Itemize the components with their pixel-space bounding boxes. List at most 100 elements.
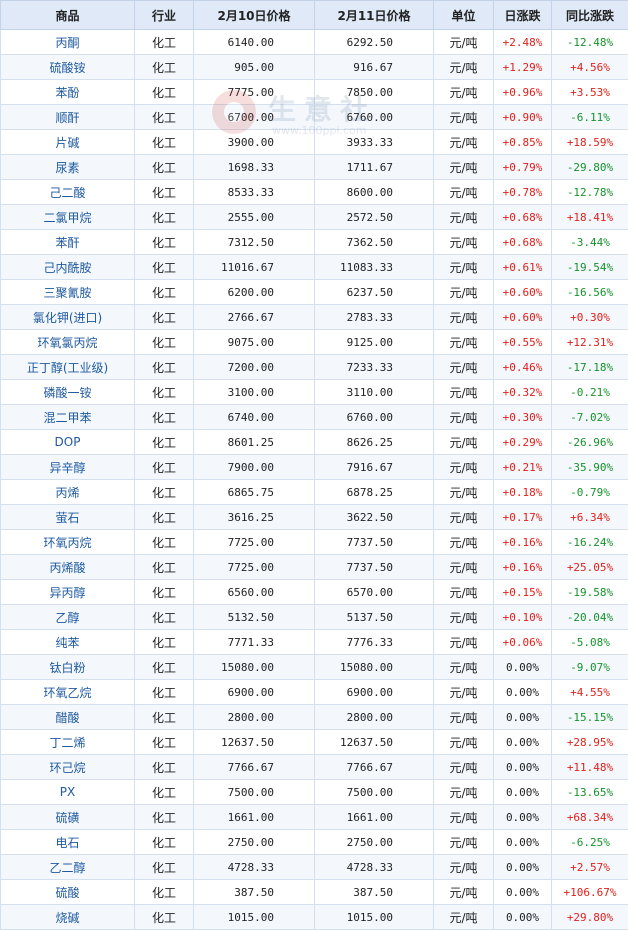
daily-change-cell: +0.18% bbox=[493, 479, 552, 505]
table-row: 苯酐 化工 7312.50 7362.50 元/吨 +0.68% -3.44% bbox=[0, 229, 628, 255]
industry-cell: 化工 bbox=[134, 879, 194, 905]
table-row: 丁二烯 化工 12637.50 12637.50 元/吨 0.00% +28.95% bbox=[0, 729, 628, 755]
unit-cell: 元/吨 bbox=[433, 554, 494, 580]
commodity-link[interactable]: 正丁醇(工业级) bbox=[0, 354, 135, 380]
unit-cell: 元/吨 bbox=[433, 454, 494, 480]
price-feb10-cell: 7200.00 bbox=[193, 354, 315, 380]
unit-cell: 元/吨 bbox=[433, 629, 494, 655]
unit-cell: 元/吨 bbox=[433, 79, 494, 105]
commodity-link[interactable]: 环氧氯丙烷 bbox=[0, 329, 135, 355]
price-feb10-cell: 1015.00 bbox=[193, 904, 315, 930]
commodity-link[interactable]: 三聚氰胺 bbox=[0, 279, 135, 305]
yoy-change-cell: -3.44% bbox=[551, 229, 628, 255]
yoy-change-cell: +11.48% bbox=[551, 754, 628, 780]
industry-cell: 化工 bbox=[134, 154, 194, 180]
daily-change-cell: +0.32% bbox=[493, 379, 552, 405]
commodity-link[interactable]: 钛白粉 bbox=[0, 654, 135, 680]
price-feb10-cell: 6140.00 bbox=[193, 29, 315, 55]
yoy-change-cell: +106.67% bbox=[551, 879, 628, 905]
commodity-link[interactable]: 氯化钾(进口) bbox=[0, 304, 135, 330]
yoy-change-cell: -26.96% bbox=[551, 429, 628, 455]
table-row: 乙醇 化工 5132.50 5137.50 元/吨 +0.10% -20.04% bbox=[0, 604, 628, 630]
unit-cell: 元/吨 bbox=[433, 229, 494, 255]
price-feb11-cell: 15080.00 bbox=[314, 654, 434, 680]
table-row: 萤石 化工 3616.25 3622.50 元/吨 +0.17% +6.34% bbox=[0, 504, 628, 530]
unit-cell: 元/吨 bbox=[433, 404, 494, 430]
commodity-link[interactable]: 萤石 bbox=[0, 504, 135, 530]
commodity-link[interactable]: 硫酸 bbox=[0, 879, 135, 905]
yoy-change-cell: -16.24% bbox=[551, 529, 628, 555]
commodity-link[interactable]: 环己烷 bbox=[0, 754, 135, 780]
commodity-link[interactable]: 丙烯 bbox=[0, 479, 135, 505]
price-feb11-cell: 7776.33 bbox=[314, 629, 434, 655]
commodity-link[interactable]: 磷酸一铵 bbox=[0, 379, 135, 405]
price-feb10-cell: 6700.00 bbox=[193, 104, 315, 130]
commodity-link[interactable]: 丁二烯 bbox=[0, 729, 135, 755]
yoy-change-cell: +28.95% bbox=[551, 729, 628, 755]
unit-cell: 元/吨 bbox=[433, 504, 494, 530]
daily-change-cell: +0.21% bbox=[493, 454, 552, 480]
table-row: 丙烯 化工 6865.75 6878.25 元/吨 +0.18% -0.79% bbox=[0, 479, 628, 505]
unit-cell: 元/吨 bbox=[433, 179, 494, 205]
price-feb11-cell: 3933.33 bbox=[314, 129, 434, 155]
price-feb11-cell: 6570.00 bbox=[314, 579, 434, 605]
commodity-link[interactable]: 电石 bbox=[0, 829, 135, 855]
commodity-link[interactable]: 烧碱 bbox=[0, 904, 135, 930]
commodity-link[interactable]: 片碱 bbox=[0, 129, 135, 155]
industry-cell: 化工 bbox=[134, 704, 194, 730]
commodity-link[interactable]: 丙酮 bbox=[0, 29, 135, 55]
commodity-link[interactable]: 顺酐 bbox=[0, 104, 135, 130]
price-feb10-cell: 4728.33 bbox=[193, 854, 315, 880]
header-commodity: 商品 bbox=[0, 0, 135, 30]
price-feb10-cell: 1661.00 bbox=[193, 804, 315, 830]
industry-cell: 化工 bbox=[134, 604, 194, 630]
daily-change-cell: +0.30% bbox=[493, 404, 552, 430]
price-feb11-cell: 1661.00 bbox=[314, 804, 434, 830]
commodity-link[interactable]: 硫磺 bbox=[0, 804, 135, 830]
commodity-link[interactable]: 环氧乙烷 bbox=[0, 679, 135, 705]
commodity-link[interactable]: 己二酸 bbox=[0, 179, 135, 205]
commodity-link[interactable]: 纯苯 bbox=[0, 629, 135, 655]
price-feb11-cell: 1711.67 bbox=[314, 154, 434, 180]
table-row: 烧碱 化工 1015.00 1015.00 元/吨 0.00% +29.80% bbox=[0, 904, 628, 930]
table-row: 乙二醇 化工 4728.33 4728.33 元/吨 0.00% +2.57% bbox=[0, 854, 628, 880]
yoy-change-cell: +25.05% bbox=[551, 554, 628, 580]
table-row: 醋酸 化工 2800.00 2800.00 元/吨 0.00% -15.15% bbox=[0, 704, 628, 730]
yoy-change-cell: -12.78% bbox=[551, 179, 628, 205]
price-feb10-cell: 7500.00 bbox=[193, 779, 315, 805]
commodity-link[interactable]: PX bbox=[0, 779, 135, 805]
price-feb10-cell: 9075.00 bbox=[193, 329, 315, 355]
daily-change-cell: +0.29% bbox=[493, 429, 552, 455]
table-body: 丙酮 化工 6140.00 6292.50 元/吨 +2.48% -12.48% 硫酸铵 化工 9… bbox=[0, 29, 628, 930]
commodity-link[interactable]: 硫酸铵 bbox=[0, 54, 135, 80]
commodity-link[interactable]: 乙二醇 bbox=[0, 854, 135, 880]
table-row: 异丙醇 化工 6560.00 6570.00 元/吨 +0.15% -19.58% bbox=[0, 579, 628, 605]
industry-cell: 化工 bbox=[134, 779, 194, 805]
commodity-link[interactable]: 乙醇 bbox=[0, 604, 135, 630]
price-feb10-cell: 8533.33 bbox=[193, 179, 315, 205]
daily-change-cell: 0.00% bbox=[493, 754, 552, 780]
commodity-link[interactable]: 己内酰胺 bbox=[0, 254, 135, 280]
yoy-change-cell: -19.58% bbox=[551, 579, 628, 605]
commodity-link[interactable]: 混二甲苯 bbox=[0, 404, 135, 430]
commodity-link[interactable]: DOP bbox=[0, 429, 135, 455]
commodity-link[interactable]: 异丙醇 bbox=[0, 579, 135, 605]
daily-change-cell: +0.61% bbox=[493, 254, 552, 280]
daily-change-cell: 0.00% bbox=[493, 829, 552, 855]
commodity-link[interactable]: 二氯甲烷 bbox=[0, 204, 135, 230]
commodity-link[interactable]: 苯酐 bbox=[0, 229, 135, 255]
table-row: 正丁醇(工业级) 化工 7200.00 7233.33 元/吨 +0.46% -17.18% bbox=[0, 354, 628, 380]
commodity-link[interactable]: 醋酸 bbox=[0, 704, 135, 730]
commodity-link[interactable]: 环氧丙烷 bbox=[0, 529, 135, 555]
commodity-link[interactable]: 异辛醇 bbox=[0, 454, 135, 480]
industry-cell: 化工 bbox=[134, 404, 194, 430]
industry-cell: 化工 bbox=[134, 629, 194, 655]
industry-cell: 化工 bbox=[134, 29, 194, 55]
commodity-link[interactable]: 丙烯酸 bbox=[0, 554, 135, 580]
price-feb11-cell: 2800.00 bbox=[314, 704, 434, 730]
commodity-link[interactable]: 苯酚 bbox=[0, 79, 135, 105]
yoy-change-cell: -0.79% bbox=[551, 479, 628, 505]
price-feb11-cell: 2572.50 bbox=[314, 204, 434, 230]
commodity-link[interactable]: 尿素 bbox=[0, 154, 135, 180]
table-row: 环氧丙烷 化工 7725.00 7737.50 元/吨 +0.16% -16.24% bbox=[0, 529, 628, 555]
